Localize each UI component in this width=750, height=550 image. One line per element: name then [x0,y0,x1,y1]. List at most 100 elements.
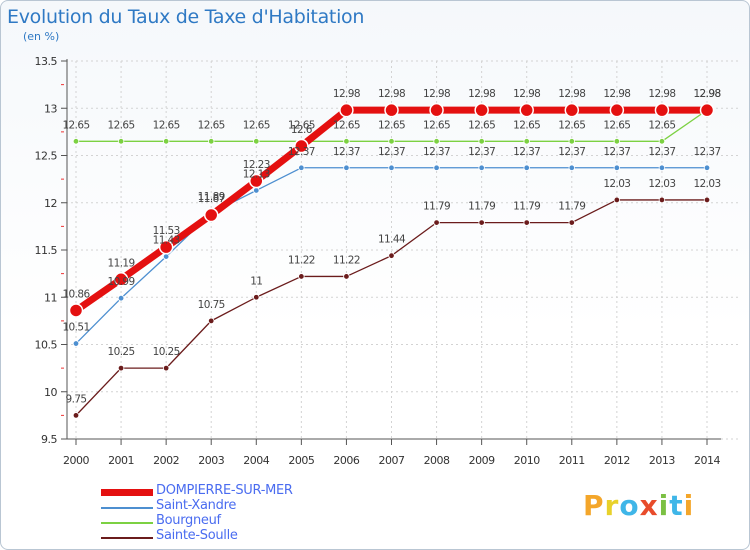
data-label: 11.79 [423,201,450,213]
data-label: 12.98 [423,88,450,100]
data-label: 11.87 [198,193,225,205]
data-point [613,138,621,145]
data-point [433,138,440,145]
data-label: 11.19 [108,257,135,269]
legend-swatch [101,507,153,509]
data-point [113,272,129,287]
data-point [117,138,125,145]
data-label: 12.65 [648,119,675,131]
data-label: 12.6 [291,124,313,136]
data-label: 12.37 [423,146,450,158]
data-label: 12.37 [603,146,630,158]
data-label: 12.65 [153,119,180,131]
legend-swatch [101,522,153,524]
data-label: 11.89 [198,191,225,203]
data-label: 12.98 [513,88,540,100]
data-point [699,102,715,118]
data-label: 12.37 [378,146,405,158]
data-point [294,138,309,154]
chart-unit-label: (en %) [23,30,60,43]
chart-title: Evolution du Taux de Taxe d'Habitation [7,6,365,28]
data-point [433,219,440,226]
data-label: 12.65 [62,119,89,131]
data-point [388,138,395,145]
data-label: 11.79 [468,201,495,213]
data-label: 12.37 [648,146,675,158]
data-point [162,138,170,145]
x-tick-label: 2002 [153,454,179,467]
y-tick-label: 12.5 [35,150,58,163]
data-point [429,102,444,118]
x-tick-label: 2004 [243,454,269,467]
data-label: 10.86 [62,288,90,300]
data-label: 11.22 [333,254,360,266]
data-label: 12.65 [243,119,270,131]
data-label: 11.22 [288,254,315,266]
data-point [158,239,174,255]
data-label: 12.13 [243,168,270,180]
legend-swatch [101,537,153,539]
x-tick-label: 2009 [469,454,495,467]
y-tick-label: 11 [44,291,57,304]
data-point [519,102,534,118]
data-point [703,196,711,204]
data-label: 10.25 [108,346,135,358]
data-point [203,207,219,223]
data-labels-layer: 9.75 10.25 10.25 10.75 11 11.22 11.22 11.44 11.7… [62,88,721,405]
data-label: 12.98 [693,88,720,100]
data-label: 12.65 [378,119,405,131]
data-point [162,253,170,260]
data-label: 12.37 [558,146,585,158]
data-label: 10.99 [108,276,135,288]
data-point [117,294,125,302]
data-point [72,138,80,145]
x-tick-label: 2005 [288,454,314,467]
y-tick-label: 10 [44,386,57,399]
data-label: 12.65 [513,119,540,131]
data-point [474,102,489,118]
data-point [388,252,395,259]
logo-letter: o [619,489,640,522]
data-label: 12.37 [468,146,495,158]
legend-label: Saint-Xandre [156,498,237,513]
data-point [478,164,485,171]
x-tick-label: 2011 [559,454,585,467]
data-point [658,196,666,204]
data-point [613,164,621,171]
data-point [343,138,350,145]
legend-label: Sainte-Soulle [156,528,238,543]
data-point [388,164,395,171]
data-label: 12.65 [558,119,585,131]
data-label: 12.37 [693,146,720,158]
legend-label: Bourgneuf [156,513,221,528]
data-label: 10.25 [153,346,180,358]
data-label: 12.98 [558,88,585,100]
data-point [478,219,485,226]
x-tick-label: 2003 [198,454,224,467]
data-label: 9.75 [66,393,87,405]
data-label: 11.44 [378,234,406,246]
data-point [253,138,260,145]
data-label: 12.65 [198,119,225,131]
y-tick-label: 10.5 [35,339,58,352]
logo-letter: x [639,489,659,522]
x-tick-label: 2001 [108,454,134,467]
data-label: 12.65 [333,119,360,131]
data-point [343,164,350,171]
y-tick-label: 12 [44,197,57,210]
legend-label: DOMPIERRE-SUR-MER [156,483,293,498]
x-tick-label: 2007 [379,454,405,467]
logo-letter: r [604,489,620,522]
data-point [72,412,80,419]
data-label: 10.75 [198,299,225,311]
chart-grid [61,60,741,440]
data-label: 12.65 [603,119,630,131]
data-point [339,102,354,118]
data-point [703,164,711,171]
data-point [564,102,580,118]
data-point [162,364,170,372]
x-tick-label: 2000 [63,454,89,467]
data-point [523,219,530,226]
logo-letter: i [683,489,695,522]
